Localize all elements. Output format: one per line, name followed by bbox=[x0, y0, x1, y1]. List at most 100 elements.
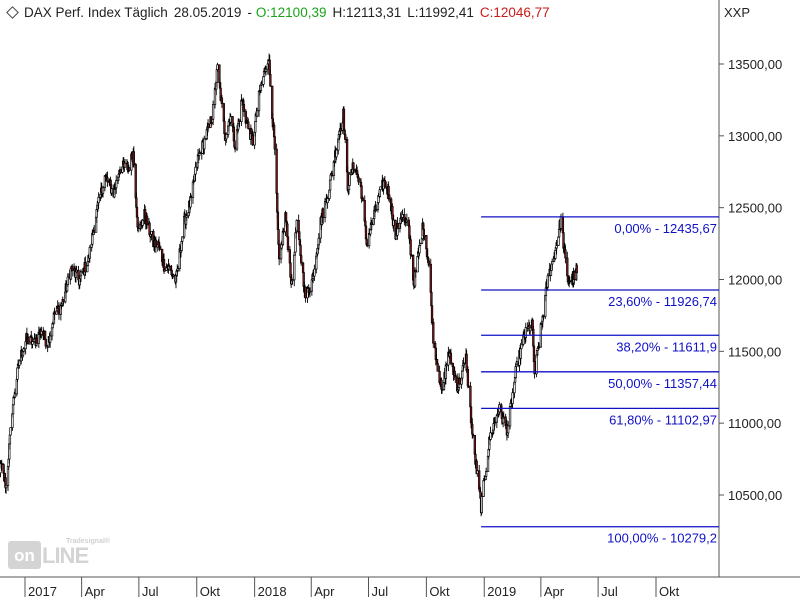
candle-body bbox=[194, 166, 197, 175]
candle-body bbox=[97, 196, 100, 204]
candle-body bbox=[445, 364, 448, 367]
x-tick-label: Jul bbox=[601, 584, 618, 599]
candle-body bbox=[554, 250, 557, 259]
candle-body bbox=[260, 84, 263, 86]
y-tick-label: 11000,00 bbox=[728, 416, 781, 431]
chart-date: 28.05.2019 bbox=[173, 4, 242, 20]
watermark-on: on bbox=[8, 541, 41, 569]
candle-body bbox=[502, 416, 505, 419]
candle-body bbox=[378, 189, 381, 197]
candle-body bbox=[465, 353, 468, 371]
candle-body bbox=[566, 257, 569, 277]
y-tick-label: 13500,00 bbox=[728, 57, 782, 72]
x-tick-label: Apr bbox=[85, 584, 106, 599]
candle-body bbox=[207, 123, 210, 128]
candle-body bbox=[203, 138, 206, 150]
candle-body bbox=[370, 222, 373, 225]
watermark-brand: Tradesignal® bbox=[66, 538, 111, 545]
candle-body bbox=[167, 264, 171, 267]
candle-body bbox=[328, 179, 332, 191]
candle-body bbox=[288, 249, 292, 264]
candle-body bbox=[66, 276, 69, 285]
fib-level-label: 23,60% - 11926,74 bbox=[608, 294, 717, 309]
candle-body bbox=[289, 262, 292, 278]
candle-body bbox=[342, 108, 346, 131]
candle-body bbox=[229, 116, 232, 123]
candle-body bbox=[254, 121, 257, 133]
candle-body bbox=[379, 186, 382, 190]
ohlc-high: H:12113,31 bbox=[332, 4, 402, 20]
candle-body bbox=[115, 180, 118, 189]
candle-body bbox=[546, 275, 549, 288]
x-tick-label: Okt bbox=[659, 584, 680, 599]
candle-body bbox=[264, 68, 268, 72]
currency-label: XXP bbox=[724, 5, 750, 20]
candle-body bbox=[297, 220, 300, 233]
candle-body bbox=[181, 236, 184, 242]
candle-body bbox=[427, 260, 431, 265]
candle-body bbox=[557, 236, 560, 246]
x-tick-label: 2019 bbox=[487, 584, 516, 599]
candle-body bbox=[255, 110, 259, 117]
candle-body bbox=[71, 265, 74, 271]
x-tick-label: Jul bbox=[371, 584, 388, 599]
candle-body bbox=[418, 243, 422, 246]
candle-body bbox=[392, 219, 395, 226]
candle-body bbox=[430, 305, 434, 324]
candle-body bbox=[436, 363, 439, 372]
candle-body bbox=[0, 463, 3, 465]
ohlc-close: C:12046,77 bbox=[479, 4, 550, 20]
candle-body bbox=[225, 133, 228, 140]
candle-body bbox=[278, 244, 281, 260]
candle-body bbox=[366, 243, 369, 247]
candle-body bbox=[220, 97, 224, 104]
candle-body bbox=[295, 220, 298, 232]
candle-body bbox=[313, 268, 316, 277]
candle-body bbox=[520, 343, 523, 350]
x-tick-label: Apr bbox=[314, 584, 335, 599]
candle-body bbox=[137, 226, 140, 229]
candle-body bbox=[357, 176, 360, 179]
candle-body bbox=[216, 64, 219, 70]
candle-body bbox=[22, 348, 25, 352]
candle-body bbox=[75, 269, 78, 273]
candle-body bbox=[185, 215, 188, 218]
candle-body bbox=[508, 405, 512, 427]
fib-level-label: 38,20% - 11611,9 bbox=[616, 339, 717, 354]
candle-body bbox=[542, 315, 545, 318]
candle-body bbox=[559, 216, 563, 229]
candle-body bbox=[344, 134, 347, 140]
candle-body bbox=[374, 209, 378, 212]
candle-body bbox=[467, 385, 470, 388]
candle-body bbox=[317, 237, 320, 246]
candle-body bbox=[128, 167, 131, 171]
candle-body bbox=[145, 215, 149, 226]
candle-body bbox=[49, 335, 52, 343]
candle-body bbox=[388, 194, 391, 200]
diamond-icon[interactable] bbox=[6, 5, 19, 19]
ohlc-low: L:11992,41 bbox=[407, 4, 474, 20]
y-tick-label: 10500,00 bbox=[728, 488, 782, 503]
candle-body bbox=[322, 208, 325, 218]
y-tick-label: 13000,00 bbox=[728, 129, 782, 144]
candle-body bbox=[106, 177, 109, 182]
candle-body bbox=[454, 375, 457, 378]
candle-body bbox=[13, 393, 17, 398]
candle-body bbox=[440, 388, 444, 391]
candle-body bbox=[471, 433, 475, 436]
candle-body bbox=[132, 151, 135, 165]
candle-body bbox=[8, 434, 12, 445]
candle-body bbox=[84, 262, 87, 273]
candle-body bbox=[259, 84, 263, 91]
candle-body bbox=[11, 404, 15, 415]
candle-body bbox=[282, 230, 285, 233]
candle-body bbox=[339, 128, 342, 131]
candle-body bbox=[405, 219, 409, 223]
x-tick-label: Okt bbox=[200, 584, 221, 599]
candle-body bbox=[462, 362, 466, 365]
candle-body bbox=[335, 149, 338, 158]
candle-body bbox=[293, 254, 296, 281]
candle-body bbox=[242, 104, 246, 112]
